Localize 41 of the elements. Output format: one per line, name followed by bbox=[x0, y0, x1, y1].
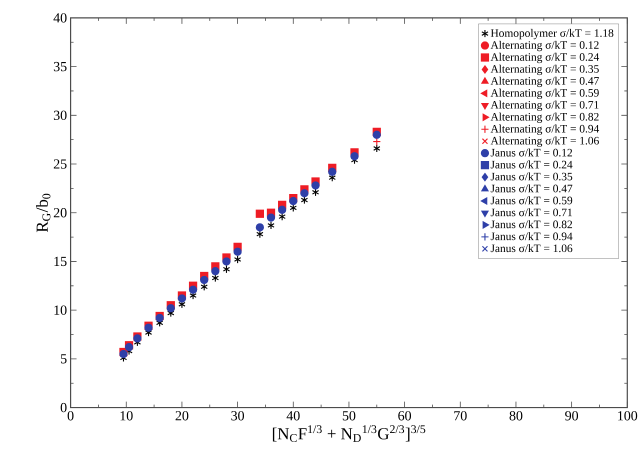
y-tick-label: 20 bbox=[54, 208, 67, 218]
y-tick-label: 30 bbox=[54, 110, 67, 120]
legend-label: Alternating σ/kT = 0.12 bbox=[490, 40, 599, 52]
y-tick-label: 15 bbox=[54, 256, 67, 266]
text: [N$_{C}$F$^{1/3}$ + N$_{D}$$^{1/3}$G$^{2/3}$]$^{3/5}$ bbox=[272, 425, 426, 442]
legend-label: Alternating σ/kT = 0.24 bbox=[490, 52, 600, 64]
y-tick-label: 5 bbox=[60, 354, 67, 364]
legend-label: Janus σ/kT = 0.94 bbox=[490, 232, 572, 240]
x-tick-label: 60 bbox=[398, 410, 412, 420]
legend-label: Alternating σ/kT = 0.82 bbox=[490, 112, 599, 123]
x-tick-label: 20 bbox=[176, 410, 188, 420]
legend-label: Janus σ/kT = 0.82 bbox=[490, 220, 572, 228]
y-tick-label: 40 bbox=[53, 13, 67, 22]
x-tick-label: 0 bbox=[68, 410, 74, 420]
legend-label: Alternating σ/kT = 0.59 bbox=[490, 88, 599, 99]
x-tick-label: 70 bbox=[454, 410, 467, 420]
legend-label: Alternating σ/kT = 0.35 bbox=[490, 64, 599, 76]
x-tick-label: 40 bbox=[286, 410, 300, 420]
legend-label: Janus σ/kT = 0.12 bbox=[490, 148, 572, 156]
legend-label: Janus σ/kT = 0.24 bbox=[490, 160, 572, 168]
y-tick-label: 35 bbox=[54, 62, 67, 72]
x-tick-label: 50 bbox=[342, 410, 356, 420]
y-tick-label: 0 bbox=[60, 402, 67, 412]
legend-label: Alternating σ/kT = 0.47 bbox=[490, 76, 599, 87]
x-tick-label: 90 bbox=[565, 410, 578, 420]
x-tick-label: 80 bbox=[510, 410, 522, 420]
legend-label: Janus σ/kT = 0.71 bbox=[490, 208, 572, 216]
x-tick-label: 30 bbox=[231, 410, 244, 420]
legend-label: Homopolymer σ/kT = 1.18 bbox=[490, 28, 614, 40]
legend-label: Janus σ/kT = 0.35 bbox=[490, 172, 572, 180]
legend-label: Alternating σ/kT = 1.06 bbox=[490, 136, 599, 147]
legend-label: Alternating σ/kT = 0.71 bbox=[490, 100, 599, 111]
y-tick-label: 25 bbox=[54, 159, 67, 169]
x-tick-label: 10 bbox=[120, 410, 133, 420]
y-axis-title: R$_{G}$/b$_{0}$ bbox=[36, 194, 50, 232]
legend-label: Janus σ/kT = 0.47 bbox=[490, 184, 572, 192]
legend-label: Janus σ/kT = 1.06 bbox=[490, 244, 572, 252]
x-tick-label: 100 bbox=[618, 410, 638, 420]
legend-label: Janus σ/kT = 0.59 bbox=[490, 196, 572, 204]
y-tick-label: 10 bbox=[54, 305, 67, 315]
legend-label: Alternating σ/kT = 0.94 bbox=[490, 124, 600, 135]
